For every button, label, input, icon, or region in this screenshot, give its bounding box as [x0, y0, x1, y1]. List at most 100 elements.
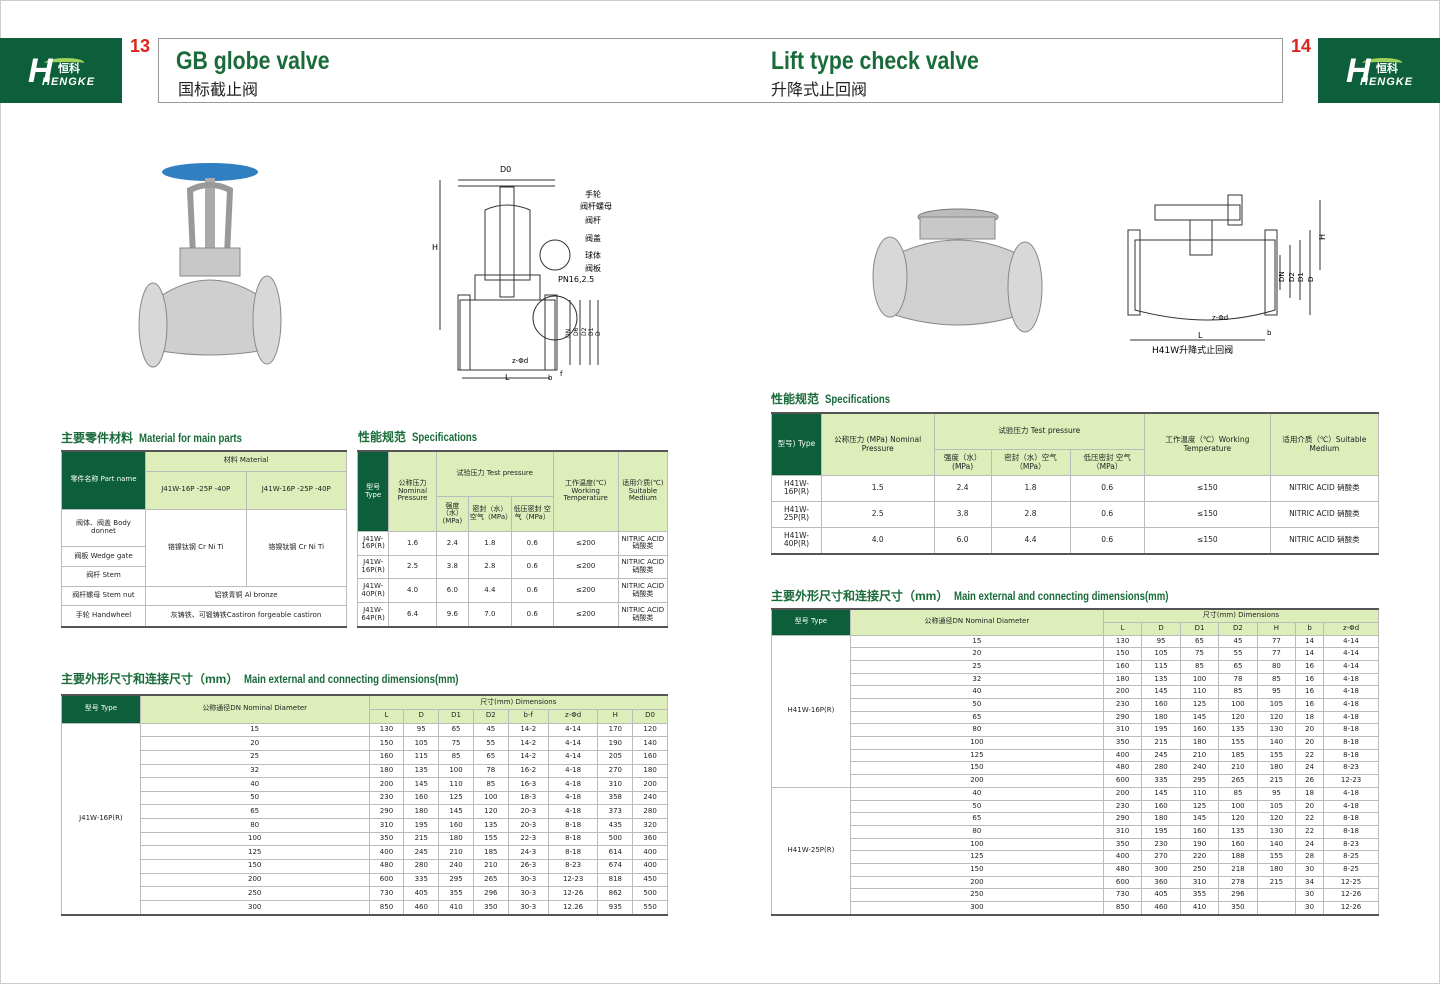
- dim-cell: 140: [632, 736, 668, 751]
- right-title-cn: 升降式止回阀: [771, 80, 868, 99]
- dim-cell: 8-25: [1323, 862, 1379, 877]
- head-test: 试验压力 Test pressure: [933, 412, 1145, 451]
- table-row: 200 600 335 295 265 215 26 12-23: [772, 774, 1379, 788]
- dim-cell: 24: [1295, 837, 1325, 852]
- dim-cell: 4-18: [547, 763, 599, 779]
- table-row: J41W-16P(R) 1.6 2.4 1.8 0.6 ≤200 NITRIC ACID 硝…: [356, 531, 669, 556]
- dim-cell: 240: [632, 790, 668, 806]
- dim-cell: 105: [403, 736, 440, 751]
- dim-cell: 300: [1141, 862, 1181, 877]
- dim-cell: 130: [1256, 723, 1297, 738]
- dim-cell: 215: [403, 831, 440, 847]
- dim-cell: 195: [403, 818, 440, 833]
- spec-cell: 2.8: [990, 500, 1071, 528]
- check-valve-photo: [872, 208, 1043, 333]
- dim-cell: 730: [368, 886, 405, 901]
- dim-cell: 12-26: [1323, 901, 1379, 916]
- dim-cell: 77: [1256, 634, 1297, 649]
- dim-cell: 65: [849, 812, 1104, 826]
- spec-cell: 2.5: [820, 500, 935, 528]
- dim-cell: 30: [1295, 888, 1325, 903]
- dim-cell: 480: [1102, 862, 1143, 877]
- head-col-b-f: b-f: [507, 708, 549, 724]
- head-col2: J41W-16P -25P -40P: [245, 470, 347, 510]
- dim-cell: 310: [1102, 723, 1143, 738]
- dim-cell: 550: [632, 899, 668, 916]
- dim-cell: 200: [1102, 786, 1143, 801]
- dim-cell: 4-18: [1323, 786, 1379, 801]
- head-nominal: 公称压力 Nominal Pressure: [388, 450, 437, 533]
- dim-cell: 4-14: [547, 722, 599, 738]
- dim-cell: 4-18: [1323, 685, 1379, 700]
- dim-cell: 34: [1295, 875, 1325, 890]
- dim-cell: 75: [438, 736, 474, 751]
- head-temp: 工作温度（℃）Working Temperature: [1143, 412, 1271, 477]
- dim-cell: 24: [1295, 761, 1325, 776]
- dim-cell: 4-18: [1323, 799, 1379, 814]
- spec-cell: J41W-64P(R): [356, 602, 390, 628]
- head-col-D2: D2: [472, 708, 509, 724]
- dim-cell: 110: [438, 777, 474, 792]
- parts-section-title: 主要零件材料 Material for main parts: [61, 431, 242, 445]
- dim-cell: 105: [1141, 647, 1181, 661]
- dim-cell: 145: [438, 804, 474, 820]
- dim-cell: 8-18: [1323, 723, 1379, 738]
- dim-cell: 8-18: [547, 845, 599, 860]
- dim-cell: 78: [1218, 672, 1258, 687]
- page-number-left: 13: [130, 36, 151, 56]
- spec-cell: 0.6: [510, 531, 554, 556]
- dim-cell: 310: [368, 818, 405, 833]
- dim-cell: 170: [597, 722, 634, 738]
- spec-cell: NITRIC ACID 硝酸类: [1269, 526, 1380, 555]
- dim-cell: 150: [849, 862, 1104, 877]
- dim-cell: 40: [849, 786, 1104, 801]
- dim-cell: 100: [1179, 672, 1220, 687]
- left-title-en: GB globe valve: [176, 47, 330, 75]
- spec-cell: NITRIC ACID 硝酸类: [617, 531, 669, 556]
- dim-cell: 50: [139, 790, 370, 806]
- right-spec-section-title: 性能规范 Specifications: [771, 392, 891, 406]
- dim-cell: 8-23: [1323, 837, 1379, 852]
- dim-cell: 18-3: [507, 790, 549, 806]
- dim-cell: 26: [1295, 774, 1325, 788]
- dim-cell: 100: [1218, 698, 1258, 712]
- dim-cell: 16: [1295, 685, 1325, 700]
- dim-cell: 8-18: [547, 818, 599, 833]
- dim-cell: 105: [1256, 799, 1297, 814]
- dim-cell: 145: [1141, 685, 1181, 700]
- label-handwheel: 手轮: [585, 189, 601, 199]
- dim-cell: 400: [1102, 748, 1143, 763]
- left-dims-table: 型号 Type 公称通径DN Nominal Diameter 尺寸(mm) Dim…: [61, 694, 669, 916]
- table-row: 80 310 195 160 135 130 22 8-18: [772, 824, 1379, 839]
- table-row: 50 230 160 125 100 105 16 4-18: [772, 698, 1379, 712]
- dim-cell: 200: [849, 774, 1104, 788]
- head-dimensions: 尺寸(mm) Dimensions: [368, 694, 669, 710]
- material-cell: 铝铁青铜 Al bronze: [145, 585, 347, 607]
- head-type: 型号 Type: [61, 694, 141, 724]
- spec-cell: ≤200: [552, 554, 619, 580]
- dim-cell: 85: [438, 749, 474, 765]
- dim-L: L: [1198, 331, 1203, 340]
- dim-cell: 95: [1141, 634, 1181, 649]
- dim-cell: 55: [1218, 647, 1258, 661]
- spec-cell: 3.8: [933, 500, 992, 528]
- dim-cell: 80: [139, 818, 370, 833]
- dim-cell: 16-2: [507, 763, 549, 779]
- dim-cell: 862: [597, 886, 634, 901]
- spec-cell: 4.0: [388, 578, 437, 604]
- dim-cell: 355: [438, 886, 474, 901]
- dim-cell: 180: [1141, 710, 1181, 725]
- dim-cell: 190: [597, 736, 634, 751]
- table-row: 100 350 230 190 160 140 24 8-23: [772, 837, 1379, 852]
- table-row: H41W-40P(R) 4.0 6.0 4.4 0.6 ≤150 NITRIC ACID 硝…: [771, 526, 1380, 555]
- dim-cell: 75: [1179, 647, 1220, 661]
- dim-cell: 150: [1102, 647, 1143, 661]
- table-row: 65 290 180 145 120 20-3 4-18 373 280: [62, 804, 668, 820]
- head-col-H: H: [597, 708, 634, 724]
- dim-cell: 140: [1256, 736, 1297, 750]
- dim-cell: 30: [1295, 901, 1325, 916]
- dim-cell: 405: [1141, 888, 1181, 903]
- dim-cell: 180: [1256, 761, 1297, 776]
- dim-cell: 65: [139, 804, 370, 820]
- dim-H: H: [432, 243, 438, 252]
